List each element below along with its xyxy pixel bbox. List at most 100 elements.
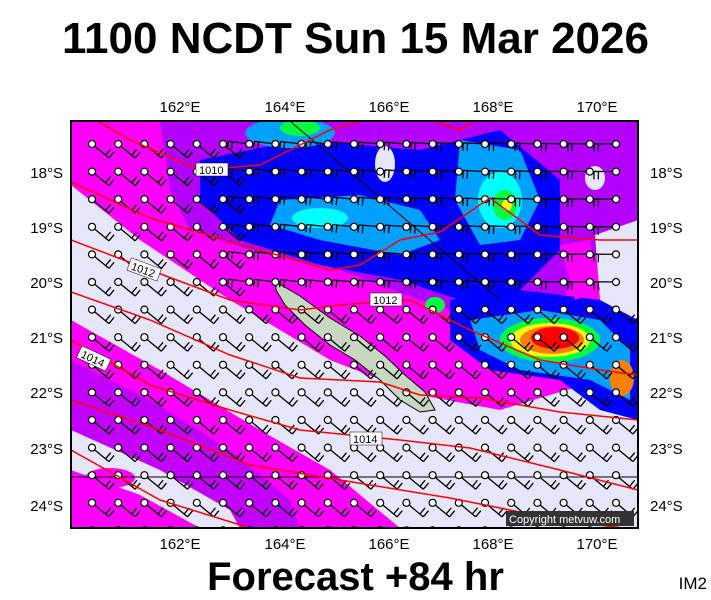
station-circle [245,277,254,287]
station-circle [585,195,594,204]
lon-tick: 166°E [368,536,409,553]
station-circle [611,360,621,369]
station-circle [402,195,411,204]
station-circle [349,360,359,369]
station-circle [611,250,621,259]
station-circle [166,195,175,204]
station-circle [402,333,411,342]
station-circle [218,277,228,287]
station-circle [611,277,621,287]
station-circle [533,498,542,507]
station-circle [611,139,621,149]
station-circle [87,333,97,342]
station-circle [585,305,594,314]
station-circle [454,222,463,231]
station-circle [166,360,175,369]
lon-tick: 164°E [264,99,305,116]
station-circle [166,277,175,287]
station-circle [87,388,97,397]
station-circle [218,222,228,231]
station-circle [140,167,149,176]
station-circle [402,277,411,287]
lat-tick: 20°S [650,275,683,292]
station-circle [507,415,516,425]
station-circle [323,167,332,176]
station-circle [507,250,516,259]
station-circle [323,277,332,287]
station-circle [245,471,254,480]
station-circle [533,305,542,314]
station-circle [585,498,594,507]
station-circle [218,415,228,425]
station-circle [114,333,123,342]
station-circle [323,415,332,425]
isobar-1010 [96,121,365,171]
station-circle [323,443,332,452]
lat-tick: 21°S [30,330,63,347]
station-circle [271,443,280,452]
station-circle [454,139,463,149]
station-circle [140,277,149,287]
station-circle [428,333,437,342]
lat-tick: 19°S [30,220,63,237]
lat-tick: 24°S [30,498,63,515]
station-circle [428,415,437,425]
lon-tick: 168°E [472,536,513,553]
station-circle [271,277,280,287]
station-circle [245,139,254,149]
wind-barb [433,530,455,544]
station-circle [297,443,306,452]
station-circle [559,443,568,452]
station-circle [611,305,621,314]
station-circle [611,498,621,507]
station-circle [323,195,332,204]
lon-tick: 164°E [264,536,305,553]
station-circle [480,415,490,425]
station-circle [507,305,516,314]
station-circle [559,388,568,397]
wind-barb [511,530,533,544]
map-frame [70,120,639,529]
forecast-label: Forecast +84 hr [207,555,504,599]
station-circle [376,333,385,342]
station-circle [585,388,594,397]
station-circle [428,167,437,176]
station-circle [297,498,306,507]
station-circle [192,250,201,259]
station-circle [245,443,254,452]
wind-barb [223,530,245,544]
station-circle [402,498,411,507]
station-circle [585,333,594,342]
station-circle [480,471,490,480]
station-circle [585,443,594,452]
lon-ticks-top: 162°E 164°E 166°E 168°E 170°E [159,99,617,116]
station-circle [245,305,254,314]
wind-barb [406,530,428,544]
station-circle [271,222,280,231]
wind-barbs [87,139,638,544]
station-circle [245,498,254,507]
station-circle [87,443,97,452]
isobar-label: 1010 [199,165,223,177]
station-circle [349,250,359,259]
station-circle [271,498,280,507]
station-circle [323,498,332,507]
station-circle [87,250,97,259]
map-title: 1100 NCDT Sun 15 Mar 2026 [62,14,649,63]
station-circle [192,222,201,231]
station-circle [192,415,201,425]
station-circle [245,167,254,176]
copyright-badge: Copyright metvuw.com [506,511,634,526]
station-circle [218,305,228,314]
station-circle [376,222,385,231]
station-circle [376,139,385,149]
station-circle [297,250,306,259]
station-circle [454,415,463,425]
station-circle [507,277,516,287]
station-circle [297,167,306,176]
station-circle [297,360,306,369]
lat-tick: 23°S [30,441,63,458]
station-circle [454,167,463,176]
station-circle [559,471,568,480]
